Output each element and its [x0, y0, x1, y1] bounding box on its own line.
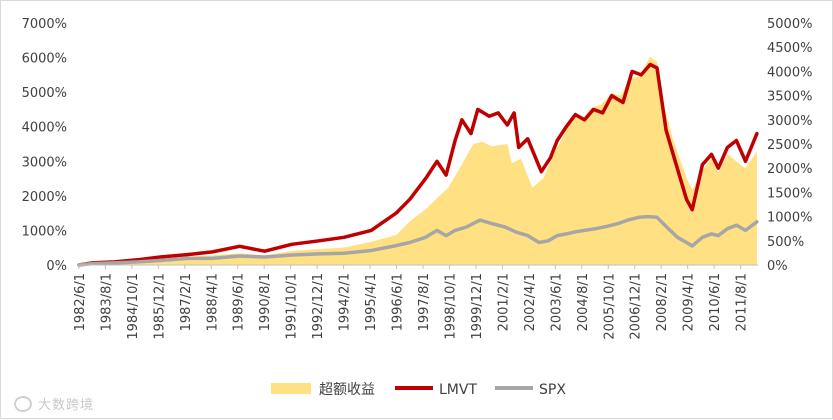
x-tick-label: 1984/10/1	[126, 273, 141, 340]
left-tick-label: 0%	[46, 259, 67, 274]
legend-label-lmvt: LMVT	[439, 382, 477, 398]
plot-series	[77, 56, 759, 267]
watermark-logo-icon	[14, 396, 32, 412]
legend-label-excess-return: 超额收益	[319, 382, 375, 398]
series-line-lmvt	[77, 62, 759, 267]
right-tick-label: 500%	[767, 235, 804, 250]
x-tick-label: 1988/4/1	[205, 273, 220, 331]
left-tick-label: 6000%	[22, 52, 67, 67]
x-tick-label: 1992/12/1	[311, 273, 326, 340]
x-tick-label: 1998/10/1	[444, 273, 459, 340]
x-tick-label: 1994/2/1	[338, 273, 353, 331]
x-tick-label: 1991/10/1	[285, 273, 300, 340]
x-tick-label: 2011/8/1	[735, 273, 750, 331]
left-axis-ticks: 0% 1000% 2000% 3000% 4000% 5000% 6000% 7000%	[22, 17, 67, 274]
watermark: 大数跨境	[14, 394, 94, 413]
x-tick-label: 2002/4/1	[523, 273, 538, 331]
left-tick-label: 2000%	[22, 190, 67, 205]
left-tick-label: 5000%	[22, 86, 67, 101]
x-tick-label: 2010/6/1	[708, 273, 723, 331]
legend-label-spx: SPX	[539, 382, 566, 398]
left-tick-label: 4000%	[22, 121, 67, 136]
x-tick-label: 1985/12/1	[152, 273, 167, 340]
x-tick-label: 2003/6/1	[549, 273, 564, 331]
x-tick-label: 1990/8/1	[258, 273, 273, 331]
left-tick-label: 1000%	[22, 224, 67, 239]
legend: 超额收益 LMVT SPX	[271, 382, 566, 398]
x-tick-label: 2009/4/1	[682, 273, 697, 331]
right-tick-label: 1000%	[767, 211, 812, 226]
series-line-spx	[77, 214, 759, 267]
right-tick-label: 1500%	[767, 186, 812, 201]
x-tick-label: 1987/2/1	[179, 273, 194, 331]
watermark-text: 大数跨境	[38, 398, 95, 413]
x-tick-label: 1989/6/1	[232, 273, 247, 331]
x-axis-ticks: 1982/6/1 1983/8/1 1984/10/1 1985/12/1 1987/2…	[73, 265, 750, 340]
right-tick-label: 4000%	[767, 65, 812, 80]
legend-swatch-excess-return	[271, 383, 311, 394]
right-axis-ticks: 0% 500% 1000% 1500% 2000% 2500% 3000% 3500% 4000…	[767, 17, 812, 274]
x-tick-label: 1999/12/1	[470, 273, 485, 340]
x-tick-label: 1982/6/1	[73, 273, 88, 331]
right-tick-label: 2000%	[767, 162, 812, 177]
right-tick-label: 3500%	[767, 90, 812, 105]
left-tick-label: 3000%	[22, 155, 67, 170]
x-tick-label: 2005/10/1	[602, 273, 617, 340]
right-tick-label: 2500%	[767, 138, 812, 153]
x-tick-label: 2008/2/1	[655, 273, 670, 331]
x-tick-label: 1996/6/1	[391, 273, 406, 331]
x-tick-label: 1995/4/1	[364, 273, 379, 331]
series-area-excess-return	[79, 56, 757, 266]
x-tick-label: 2004/8/1	[576, 273, 591, 331]
x-tick-label: 2001/2/1	[496, 273, 511, 331]
right-tick-label: 3000%	[767, 114, 812, 129]
right-tick-label: 5000%	[767, 17, 812, 32]
x-tick-label: 2006/12/1	[629, 273, 644, 340]
x-tick-label: 1983/8/1	[99, 273, 114, 331]
x-tick-label: 1997/8/1	[417, 273, 432, 331]
right-tick-label: 0%	[767, 259, 788, 274]
right-tick-label: 4500%	[767, 41, 812, 56]
left-tick-label: 7000%	[22, 17, 67, 32]
